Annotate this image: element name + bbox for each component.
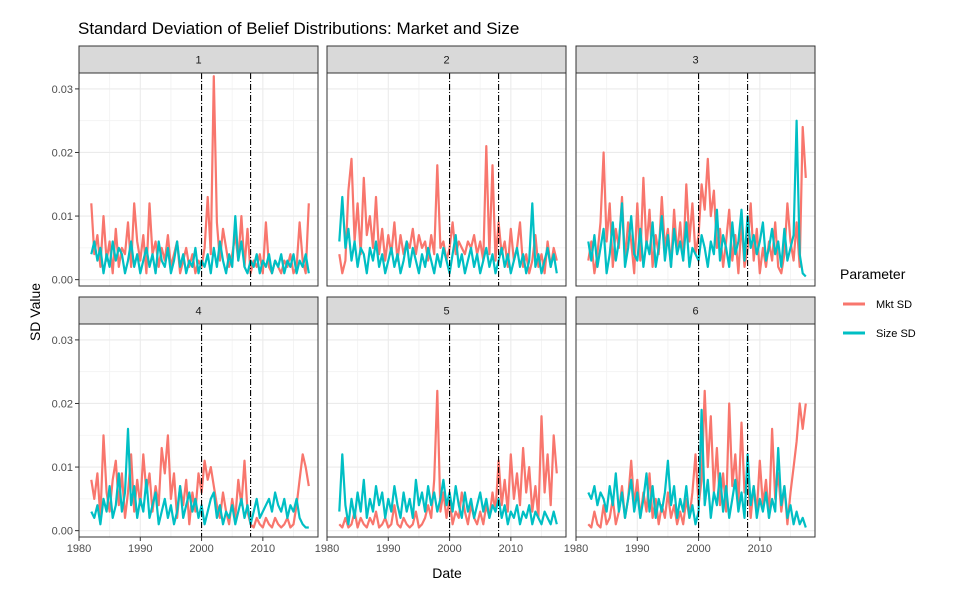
panel-strip bbox=[575, 45, 816, 74]
legend-item-mkt-sd: Mkt SD bbox=[843, 299, 912, 311]
panel-strip-label: 6 bbox=[692, 306, 698, 318]
panel-grid bbox=[326, 73, 566, 286]
x-tick-label: 1980 bbox=[67, 543, 91, 555]
panel-border bbox=[78, 323, 319, 538]
panel-strip-label: 1 bbox=[195, 55, 201, 67]
x-tick-label: 1990 bbox=[128, 543, 152, 555]
legend-item-size-sd: Size SD bbox=[843, 328, 916, 340]
panel-border bbox=[326, 72, 567, 287]
y-tick-label: 0.02 bbox=[52, 147, 73, 159]
x-tick-label: 2010 bbox=[251, 543, 275, 555]
x-axis-title: Date bbox=[432, 565, 462, 581]
y-tick-label: 0.00 bbox=[52, 275, 73, 287]
x-tick-label: 2000 bbox=[189, 543, 213, 555]
series-line-size-sd bbox=[90, 215, 310, 275]
legend-title: Parameter bbox=[840, 266, 906, 282]
y-tick-label: 0.00 bbox=[52, 526, 73, 538]
x-tick-label: 2010 bbox=[748, 543, 772, 555]
panel-border bbox=[575, 72, 816, 287]
x-tick-label: 1990 bbox=[625, 543, 649, 555]
x-axes: 1980 1990 2000 2010 1980 1990 2000 2010 1980 1990… bbox=[67, 537, 772, 555]
x-tick-label: 2000 bbox=[437, 543, 461, 555]
panel-strip-label: 5 bbox=[443, 306, 449, 318]
series-line-size-sd bbox=[338, 195, 558, 275]
series-line-size-sd bbox=[587, 408, 807, 528]
series-line-size-sd bbox=[90, 427, 309, 529]
series-line-size-sd bbox=[338, 453, 558, 526]
legend: Parameter Mkt SD Size SD bbox=[840, 266, 916, 340]
x-tick-label: 1980 bbox=[564, 543, 588, 555]
x-tick-label: 2000 bbox=[686, 543, 710, 555]
panel-border bbox=[575, 323, 816, 538]
series-line-size-sd bbox=[587, 119, 807, 278]
y-tick-label: 0.02 bbox=[52, 398, 73, 410]
panel-strip bbox=[326, 45, 567, 74]
panels: 1 2 3 4 5 6 bbox=[78, 45, 816, 538]
panel-strip bbox=[78, 45, 319, 74]
panel-1: 1 bbox=[78, 45, 319, 287]
x-tick-label: 1980 bbox=[315, 543, 339, 555]
y-tick-label: 0.01 bbox=[52, 462, 73, 474]
legend-label-mkt-sd: Mkt SD bbox=[876, 299, 912, 311]
y-tick-label: 0.01 bbox=[52, 211, 73, 223]
legend-label-size-sd: Size SD bbox=[876, 328, 916, 340]
y-axis-title: SD Value bbox=[27, 283, 43, 341]
panel-strip-label: 2 bbox=[443, 55, 449, 67]
series-line-mkt-sd bbox=[90, 434, 310, 529]
panel-strip-label: 3 bbox=[692, 55, 698, 67]
chart-title: Standard Deviation of Belief Distributio… bbox=[78, 19, 519, 38]
panel-6: 6 bbox=[575, 296, 816, 538]
series-line-mkt-sd bbox=[338, 389, 558, 529]
panel-border bbox=[326, 323, 567, 538]
panel-background bbox=[327, 73, 566, 286]
panel-4: 4 bbox=[78, 296, 319, 538]
y-axes: 0.00 0.01 0.02 0.03 0.00 0.01 0.02 0.03 bbox=[52, 84, 79, 538]
series-line-mkt-sd bbox=[338, 145, 558, 275]
panel-strip bbox=[78, 296, 319, 325]
panel-3: 3 bbox=[575, 45, 816, 287]
x-tick-label: 1990 bbox=[376, 543, 400, 555]
panel-strip bbox=[326, 296, 567, 325]
panel-strip-label: 4 bbox=[195, 306, 201, 318]
panel-border bbox=[78, 72, 319, 287]
y-tick-label: 0.03 bbox=[52, 335, 73, 347]
panel-strip bbox=[575, 296, 816, 325]
panel-5: 5 bbox=[326, 296, 567, 538]
y-tick-label: 0.03 bbox=[52, 84, 73, 96]
panel-2: 2 bbox=[326, 45, 567, 287]
x-tick-label: 2010 bbox=[499, 543, 523, 555]
